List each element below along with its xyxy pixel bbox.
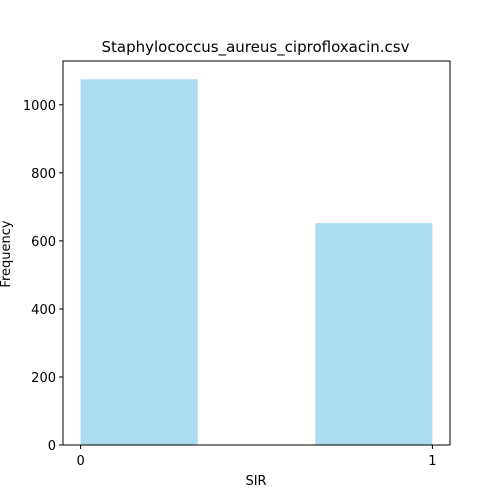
x-tick-label-1: 1 [428, 454, 436, 469]
chart-title: Staphylococcus_aureus_ciprofloxacin.csv [102, 38, 410, 57]
y-tick-label-0: 0 [48, 439, 56, 454]
y-tick-label-5: 1000 [23, 99, 56, 114]
bar-1 [315, 223, 433, 445]
bars-group [80, 79, 433, 446]
plot-frame [62, 60, 451, 446]
y-tick-label-3: 600 [31, 235, 56, 250]
y-axis-label: Frequency [0, 220, 14, 287]
bar-0 [80, 79, 198, 446]
y-axis: 0 200 400 600 800 1000 [23, 99, 63, 454]
x-axis-label: SIR [245, 474, 266, 489]
y-tick-label-4: 800 [31, 167, 56, 182]
x-tick-label-0: 0 [76, 454, 84, 469]
y-tick-label-2: 400 [31, 303, 56, 318]
y-tick-label-1: 200 [31, 371, 56, 386]
